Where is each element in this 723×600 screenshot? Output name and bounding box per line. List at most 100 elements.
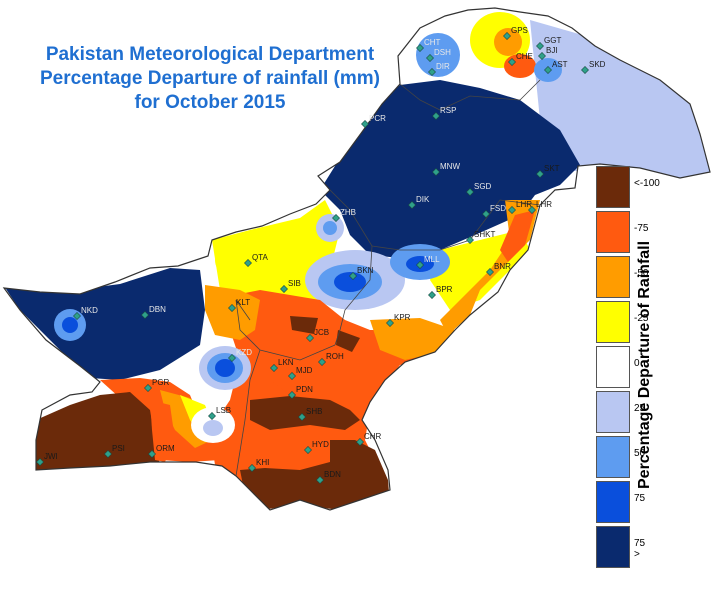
station-jwi: JWI xyxy=(36,452,58,466)
station-fsd: FSD xyxy=(482,204,506,218)
legend-swatch-gt-75 xyxy=(596,526,630,568)
station-marker-icon xyxy=(349,272,357,280)
station-marker-icon xyxy=(536,170,544,178)
station-marker-icon xyxy=(73,312,81,320)
station-marker-icon xyxy=(104,450,112,458)
station-label: PGR xyxy=(152,378,170,387)
station-zhb: ZHB xyxy=(332,208,356,222)
station-kzd: KZD xyxy=(228,348,252,362)
station-marker-icon xyxy=(528,206,536,214)
station-label: SHB xyxy=(306,407,322,416)
legend-swatch-25 xyxy=(596,391,630,433)
station-label: SIB xyxy=(288,279,301,288)
station-label: LHR xyxy=(516,200,532,209)
station-skd: SKD xyxy=(581,60,606,74)
station-qta: QTA xyxy=(244,253,269,267)
station-pgr: PGR xyxy=(144,378,170,392)
station-marker-icon xyxy=(432,112,440,120)
station-psi: PSI xyxy=(104,444,125,458)
station-label: NKD xyxy=(81,306,98,315)
station-marker-icon xyxy=(466,236,474,244)
station-marker-icon xyxy=(581,66,589,74)
station-roh: ROH xyxy=(318,352,344,366)
station-marker-icon xyxy=(288,391,296,399)
station-label: DIK xyxy=(416,195,430,204)
map-title-line-3: for October 2015 xyxy=(134,92,286,113)
station-marker-icon xyxy=(508,206,516,214)
station-lkn: LKN xyxy=(270,358,294,372)
station-marker-icon xyxy=(466,188,474,196)
station-label: BJI xyxy=(546,46,558,55)
station-dik: DIK xyxy=(408,195,430,209)
station-marker-icon xyxy=(386,319,394,327)
station-marker-icon xyxy=(148,450,156,458)
station-marker-icon xyxy=(332,214,340,222)
station-label: BDN xyxy=(324,470,341,479)
station-marker-icon xyxy=(144,384,152,392)
legend-label-gt-75: 75 > xyxy=(634,538,646,560)
station-label: DBN xyxy=(149,305,166,314)
station-label: ROH xyxy=(326,352,344,361)
station-hyd: HYD xyxy=(304,440,329,454)
station-bnr: BNR xyxy=(486,262,511,276)
station-label: SGD xyxy=(474,182,492,191)
station-marker-icon xyxy=(248,464,256,472)
station-ggt: GGT xyxy=(536,36,561,50)
station-lhr: LHR xyxy=(508,200,532,214)
legend-label-0: 0 xyxy=(634,358,640,369)
legend-label-lt-100: <-100 xyxy=(634,178,660,189)
station-label: SKT xyxy=(544,164,560,173)
station-marker-icon xyxy=(428,68,436,76)
station-kpr: KPR xyxy=(386,313,411,327)
station-marker-icon xyxy=(228,354,236,362)
station-label: SHKT xyxy=(474,230,495,239)
station-label: MNW xyxy=(440,162,460,171)
station-label: FSD xyxy=(490,204,506,213)
legend-title: Percentage Departure of Rainfall xyxy=(636,240,653,489)
station-cht: CHT xyxy=(416,38,441,52)
station-sib: SIB xyxy=(280,279,301,293)
station-label: ZHB xyxy=(340,208,356,217)
map-title-line-1: Pakistan Meteorological Department xyxy=(45,44,375,65)
station-marker-icon xyxy=(482,210,490,218)
station-marker-icon xyxy=(316,476,324,484)
station-label: LKN xyxy=(278,358,294,367)
station-jcb: JCB xyxy=(306,328,329,342)
station-label: LSB xyxy=(216,406,231,415)
station-dir: DIR xyxy=(428,62,450,76)
station-label: BKN xyxy=(357,266,374,275)
station-label: BPR xyxy=(436,285,453,294)
legend-swatch-75 xyxy=(596,481,630,523)
station-marker-icon xyxy=(432,168,440,176)
station-che: CHE xyxy=(508,52,533,66)
station-label: RSP xyxy=(440,106,456,115)
station-label: SKD xyxy=(589,60,606,69)
legend-swatch-minus-25 xyxy=(596,301,630,343)
station-marker-icon xyxy=(544,66,552,74)
station-marker-icon xyxy=(508,58,516,66)
station-ast: AST xyxy=(544,60,568,74)
station-marker-icon xyxy=(298,413,306,421)
station-marker-icon xyxy=(503,32,511,40)
station-chr: CHR xyxy=(356,432,382,446)
station-label: KLT xyxy=(236,298,250,307)
station-label: GGT xyxy=(544,36,561,45)
station-label: LHR xyxy=(536,200,552,209)
province-boundaries xyxy=(235,79,541,477)
legend-label-minus-75: -75 xyxy=(634,223,649,234)
station-pcr: PCR xyxy=(361,114,386,128)
station-klt: KLT xyxy=(228,298,250,312)
station-label: ORM xyxy=(156,444,175,453)
station-bdn: BDN xyxy=(316,470,341,484)
station-rsp: RSP xyxy=(432,106,456,120)
station-label: BNR xyxy=(494,262,511,271)
station-label: CHE xyxy=(516,52,533,61)
station-marker-icon xyxy=(426,54,434,62)
station-khi: KHI xyxy=(248,458,269,472)
station-label: DSH xyxy=(434,48,451,57)
station-skt: SKT xyxy=(536,164,560,178)
station-marker-icon xyxy=(361,120,369,128)
station-marker-icon xyxy=(270,364,278,372)
